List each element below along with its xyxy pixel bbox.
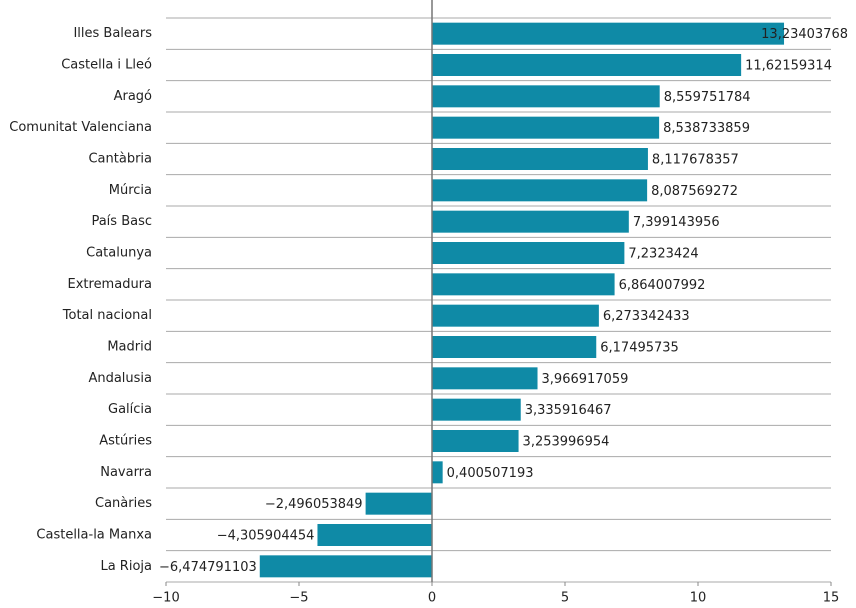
x-tick-label: 10 xyxy=(690,591,707,606)
data-label: 8,559751784 xyxy=(664,90,751,105)
data-label: 11,62159314 xyxy=(745,59,832,74)
data-label: −2,496053849 xyxy=(265,497,363,512)
bar xyxy=(432,242,625,264)
y-tick-label: Cantàbria xyxy=(88,152,152,167)
bar xyxy=(432,85,660,108)
y-tick-label: Total nacional xyxy=(62,308,152,323)
bar xyxy=(432,22,785,45)
y-tick-label: Comunitat Valenciana xyxy=(9,120,152,135)
y-tick-label: País Basc xyxy=(91,214,152,229)
data-label: −6,474791103 xyxy=(159,560,257,575)
data-label: 6,273342433 xyxy=(603,309,690,324)
data-label: 8,117678357 xyxy=(652,153,739,168)
data-label: 7,2323424 xyxy=(628,247,698,262)
bar xyxy=(432,430,519,452)
data-label: 3,335916467 xyxy=(525,403,612,418)
bar xyxy=(259,555,432,578)
y-tick-label: Canàries xyxy=(95,496,152,511)
y-tick-label: Andalusia xyxy=(88,371,152,386)
data-label: 6,17495735 xyxy=(600,341,679,356)
data-label: 13,23403768 xyxy=(761,27,848,42)
bar xyxy=(432,304,599,327)
data-label: 6,864007992 xyxy=(619,278,706,293)
bar xyxy=(432,273,615,296)
y-tick-label: Castella-la Manxa xyxy=(36,528,152,543)
data-label: 8,087569272 xyxy=(651,184,738,199)
bar xyxy=(365,492,432,515)
data-label: 7,399143956 xyxy=(633,215,720,230)
bar xyxy=(432,210,629,233)
bar xyxy=(432,148,648,170)
y-tick-label: Extremadura xyxy=(68,277,153,292)
y-tick-label: Navarra xyxy=(100,465,152,480)
data-label: 0,400507193 xyxy=(447,466,534,481)
bar xyxy=(432,367,538,390)
x-tick-label: −5 xyxy=(289,591,308,606)
x-tick-label: −10 xyxy=(152,591,179,606)
data-label: −4,305904454 xyxy=(217,529,315,544)
data-label: 8,538733859 xyxy=(663,121,750,136)
y-tick-label: La Rioja xyxy=(100,559,152,574)
y-tick-label: Aragó xyxy=(114,89,152,104)
y-tick-label: Catalunya xyxy=(86,246,152,261)
bar xyxy=(432,398,521,421)
data-label: 3,966917059 xyxy=(542,372,629,387)
y-tick-label: Galícia xyxy=(108,402,152,417)
y-tick-label: Illes Balears xyxy=(73,26,152,41)
bar xyxy=(432,336,597,358)
x-tick-label: 0 xyxy=(428,591,436,606)
y-tick-label: Astúries xyxy=(99,434,152,449)
bar xyxy=(432,116,660,139)
bar xyxy=(432,461,443,484)
bar xyxy=(317,524,432,546)
y-tick-label: Madrid xyxy=(107,340,152,355)
x-tick-label: 15 xyxy=(823,591,840,606)
bar xyxy=(432,179,648,202)
y-tick-label: Múrcia xyxy=(109,183,152,198)
y-tick-label: Castella i Lleó xyxy=(61,58,152,73)
x-tick-label: 5 xyxy=(561,591,569,606)
data-label: 3,253996954 xyxy=(523,435,610,450)
bar xyxy=(432,54,742,76)
